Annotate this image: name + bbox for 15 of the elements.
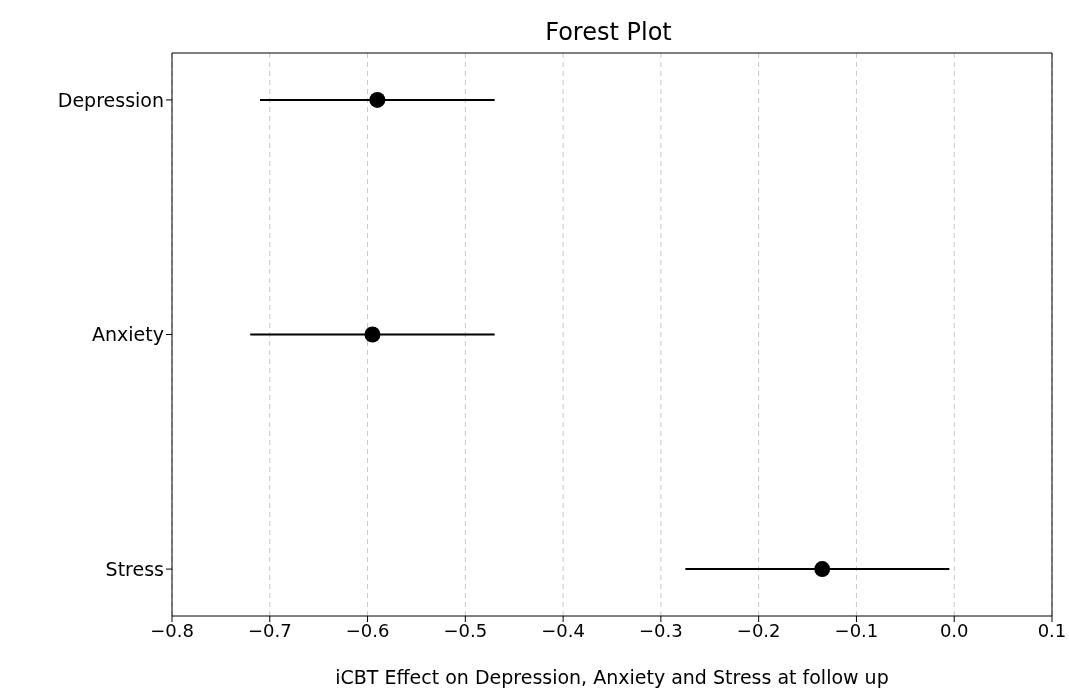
x-tick-label: −0.6 [345,619,390,641]
x-tick-label: −0.5 [443,619,488,641]
y-tick-label: Anxiety [92,323,164,346]
x-axis-title: iCBT Effect on Depression, Anxiety and Stress at follow up [335,666,889,688]
x-tick-label: −0.7 [247,619,292,641]
x-tick-label: −0.2 [736,619,781,641]
x-tick-label: −0.3 [639,619,683,641]
y-tick-label: Stress [105,557,164,580]
x-tick-label: −0.8 [150,619,194,641]
x-tick-label: 0.1 [1037,619,1067,641]
x-tick-label: −0.1 [834,619,879,641]
x-tick-label: 0.0 [939,619,969,641]
x-tick-label: −0.4 [541,619,585,641]
y-tick-label: Depression [57,88,164,111]
chart-title: Forest Plot [544,18,673,46]
